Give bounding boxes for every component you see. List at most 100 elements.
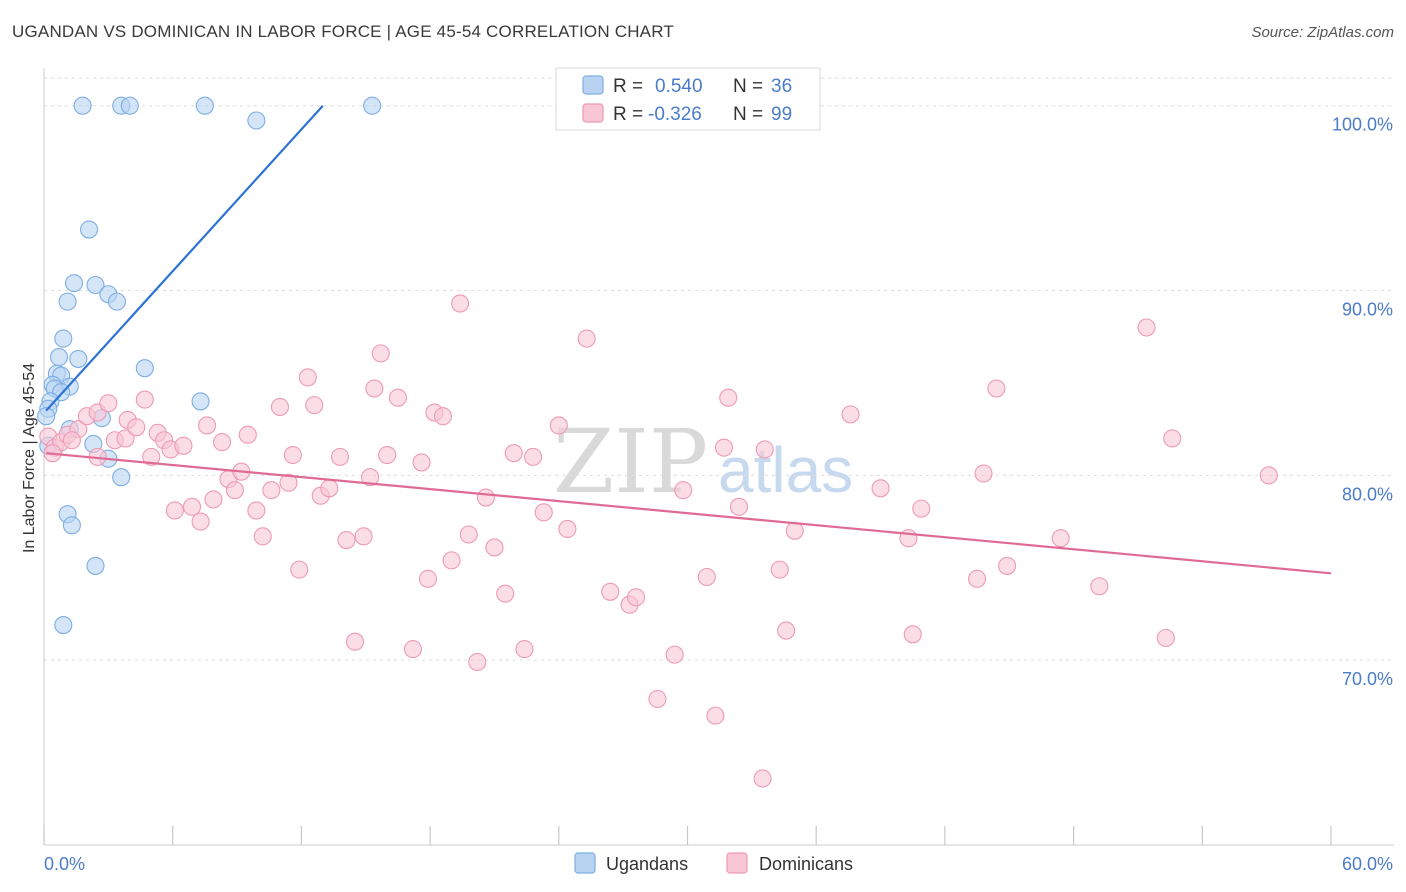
dominican-point <box>476 488 495 507</box>
dominican-point <box>871 479 890 498</box>
dominican-point <box>320 479 339 498</box>
series-legend: Ugandans Dominicans <box>574 852 853 874</box>
dominican-point <box>755 440 774 459</box>
dominican-point <box>987 379 1006 398</box>
dominican-point <box>459 525 478 544</box>
dominican-point <box>515 640 534 659</box>
trend-lines <box>45 104 1332 575</box>
dominican-point <box>204 490 223 509</box>
dominican-point <box>770 560 789 579</box>
watermark-atlas: atlas <box>718 434 853 506</box>
dominican-point <box>729 497 749 516</box>
dominican-point <box>337 530 356 550</box>
dominican-point <box>238 425 257 444</box>
ugandan-point <box>191 392 210 411</box>
bottom-legend-swatch-ugandans <box>574 852 596 874</box>
ugandan-point <box>37 407 56 426</box>
ugandan-point <box>62 516 81 535</box>
bottom-legend-swatch-dominicans <box>726 852 748 874</box>
dominican-point <box>99 394 118 413</box>
y-axis-label: In Labor Force | Age 45-54 <box>21 363 38 553</box>
dominican-point <box>714 438 734 457</box>
dominican-point <box>270 397 290 417</box>
dominican-point <box>225 481 244 500</box>
dominican-point <box>674 481 693 500</box>
ugandan-point <box>195 96 214 115</box>
dominican-point <box>665 645 684 664</box>
dominican-point <box>127 418 146 437</box>
gridlines <box>44 77 1394 661</box>
dominican-point <box>388 388 407 407</box>
ugandan-point <box>73 96 92 115</box>
dominican-point <box>1090 577 1109 596</box>
dominican-point <box>197 416 217 435</box>
dominican-point <box>524 447 543 466</box>
dominican-point <box>354 527 373 546</box>
dominican-point <box>998 556 1017 575</box>
ugandan-point <box>54 329 73 348</box>
dominican-point <box>549 416 568 435</box>
chart-title: UGANDAN VS DOMINICAN IN LABOR FORCE | AG… <box>12 22 674 41</box>
dominican-point <box>191 512 210 531</box>
legend-n-value-dominicans: 99 <box>771 104 792 125</box>
y-tick-label: 100.0% <box>1332 115 1393 135</box>
dominican-point <box>62 431 81 450</box>
dominican-point <box>305 396 324 415</box>
dominican-point <box>601 582 620 601</box>
dominican-point <box>1156 628 1175 648</box>
dominican-point <box>968 569 987 588</box>
dominican-point <box>534 503 553 522</box>
dominican-point <box>279 473 298 492</box>
dominican-point <box>174 436 193 455</box>
dominican-point <box>378 445 397 465</box>
ugandan-point <box>79 220 99 239</box>
bottom-legend-label-ugandans: Ugandans <box>606 854 688 874</box>
dominican-point <box>777 621 796 640</box>
dominican-point <box>753 769 772 788</box>
dominican-point <box>247 501 266 520</box>
ugandan-point <box>54 616 73 635</box>
dominican-point <box>165 501 184 520</box>
dominican-point <box>719 388 738 407</box>
axes: 70.0% 80.0% 90.0% 100.0% 0.0% 60.0% <box>43 68 1394 874</box>
ugandan-point <box>69 349 88 368</box>
legend-n-label-dominicans: N = <box>733 104 763 125</box>
ugandan-point <box>58 292 77 311</box>
ugandan-point <box>112 468 131 487</box>
ugandan-point <box>64 274 84 293</box>
dominican-point <box>1051 529 1070 548</box>
legend-n-label-ugandans: N = <box>733 76 763 97</box>
legend-n-value-ugandans: 36 <box>771 76 792 97</box>
y-tick-label: 90.0% <box>1342 300 1393 320</box>
ugandan-point <box>86 556 105 575</box>
dominican-point <box>298 368 317 387</box>
dominican-point <box>330 447 350 466</box>
ugandan-point <box>86 275 105 295</box>
dominican-point <box>433 407 453 426</box>
legend-r-label-ugandans: R = <box>613 76 643 97</box>
dominican-point <box>451 294 470 313</box>
ugandan-point <box>120 96 139 115</box>
dominican-point <box>485 538 504 557</box>
x-tick-label-min: 0.0% <box>44 854 85 874</box>
dominican-point <box>974 464 993 483</box>
dominican-point <box>360 468 380 487</box>
dominican-point <box>182 497 202 516</box>
dominican-point <box>504 444 523 463</box>
ugandan-point <box>135 359 154 378</box>
ugandan-point <box>247 111 266 130</box>
dominican-point <box>365 379 384 398</box>
dominican-point <box>116 429 135 448</box>
dominican-point <box>903 625 922 644</box>
chart-source: Source: ZipAtlas.com <box>1251 24 1394 41</box>
bottom-legend-label-dominicans: Dominicans <box>759 854 853 874</box>
dominican-point <box>468 652 487 672</box>
dominican-point <box>283 445 302 465</box>
dominican-point <box>697 567 716 587</box>
dominican-point <box>253 527 272 546</box>
dominicans-trend-line <box>46 452 1332 575</box>
legend-swatch-ugandans <box>582 75 604 95</box>
dominican-point <box>626 588 646 607</box>
dominican-point <box>403 640 422 659</box>
